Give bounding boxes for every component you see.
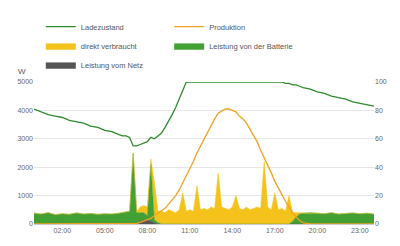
svg-text:100: 100 [375,78,387,85]
svg-text:02:00: 02:00 [54,227,72,234]
svg-text:11:00: 11:00 [181,227,198,234]
svg-text:20:00: 20:00 [309,227,327,234]
svg-text:1000: 1000 [17,192,33,199]
svg-text:direkt verbraucht: direkt verbraucht [81,42,138,51]
svg-text:80: 80 [375,107,383,114]
svg-text:0: 0 [29,220,33,227]
svg-text:3000: 3000 [17,135,33,142]
svg-text:40: 40 [375,164,383,171]
svg-text:20: 20 [375,192,383,199]
svg-text:05:00: 05:00 [96,227,114,234]
svg-text:60: 60 [375,135,383,142]
svg-text:W: W [18,67,26,76]
svg-text:Ladezustand: Ladezustand [81,23,124,32]
svg-text:23:00: 23:00 [351,227,369,234]
svg-text:Leistung von der Batterie: Leistung von der Batterie [209,42,292,51]
svg-text:4000: 4000 [17,107,33,114]
svg-text:14:00: 14:00 [224,227,242,234]
svg-text:Leistung vom Netz: Leistung vom Netz [81,61,143,70]
svg-text:5000: 5000 [17,78,33,85]
svg-text:08:00: 08:00 [139,227,157,234]
svg-text:0: 0 [375,220,379,227]
svg-text:2000: 2000 [17,164,33,171]
svg-text:Produktion: Produktion [209,23,245,32]
svg-text:17:00: 17:00 [266,227,284,234]
